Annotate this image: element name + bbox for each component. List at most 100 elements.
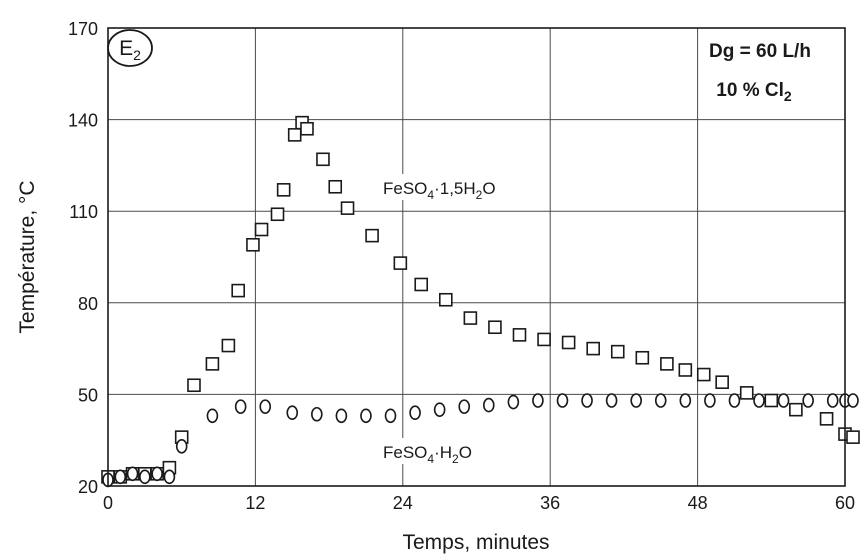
y-tick-label: 80 [78,294,98,314]
condition-chlorine-main: 10 % Cl [716,80,784,101]
data-point-monohydrate [556,393,569,408]
data-point-sesquihydrate [254,222,269,237]
data-point-monohydrate [605,393,618,408]
x-tick-label: 24 [393,493,413,513]
data-point-monohydrate [826,393,839,408]
y-tick-label: 50 [78,385,98,405]
data-point-sesquihydrate [696,367,711,382]
data-point-monohydrate [753,393,765,408]
data-point-sesquihydrate [715,375,729,389]
data-point-sesquihydrate [586,341,600,356]
x-tick-label: 36 [540,493,560,513]
data-point-sesquihydrate [231,283,246,298]
data-point-monohydrate [139,469,151,485]
series-label-text: FeSO4·1,5H2O [383,179,496,202]
panel-label-text: E2 [119,37,141,63]
series-label-text: FeSO4·H2O [383,443,472,466]
data-point-sesquihydrate [488,320,502,335]
series-label-sesquihydrate: FeSO4·1,5H2O [376,174,526,202]
data-point-sesquihydrate [287,128,302,142]
data-point-sesquihydrate [739,386,754,400]
x-tick-label: 48 [688,493,708,513]
data-point-sesquihydrate [246,237,260,252]
data-point-sesquihydrate [463,311,478,325]
data-point-monohydrate [482,397,495,413]
data-point-sesquihydrate [512,328,527,342]
data-point-monohydrate [581,393,593,408]
panel-label-circle [107,29,153,67]
panel-label-sub: 2 [133,47,141,63]
data-point-monohydrate [175,439,188,454]
data-point-monohydrate [507,394,520,410]
data-point-sesquihydrate [205,357,220,371]
data-point-sesquihydrate [789,402,803,417]
condition-chlorine: 10 % Cl2 [716,80,792,104]
data-point-sesquihydrate [846,430,860,444]
x-tick-label: 60 [835,493,855,513]
data-point-monohydrate [679,393,692,408]
panel-label-main: E [119,37,133,60]
data-point-sesquihydrate [316,152,330,167]
panel-label-badge: E2 [107,29,153,67]
series-label-monohydrate: FeSO4·H2O [376,438,502,466]
grid-layer [108,28,845,486]
data-point-sesquihydrate [764,393,779,408]
data-point-sesquihydrate [678,363,693,377]
data-point-monohydrate [311,406,323,422]
data-point-monohydrate [384,408,397,424]
data-point-monohydrate [777,393,790,408]
data-point-monohydrate [335,408,348,424]
data-point-monohydrate [234,399,247,414]
data-point-monohydrate [630,393,642,408]
data-point-monohydrate [114,469,127,485]
data-point-monohydrate [532,393,544,408]
condition-flow-rate: Dg = 60 L/h [709,41,811,62]
data-point-monohydrate [259,399,272,414]
y-tick-label: 20 [78,477,98,497]
data-point-monohydrate [206,408,219,424]
data-point-monohydrate [704,393,716,408]
data-point-sesquihydrate [340,201,355,215]
data-point-monohydrate [654,393,667,408]
data-point-sesquihydrate [660,357,674,371]
data-point-sesquihydrate [537,332,551,347]
data-point-monohydrate [409,405,421,421]
data-point-monohydrate [163,469,176,485]
data-point-sesquihydrate [221,338,236,353]
tick-labels: 0 12 24 36 48 60 20 50 80 110 140 170 [68,19,855,513]
data-point-monohydrate [286,405,299,421]
y-tick-label: 170 [68,19,98,39]
x-tick-label: 0 [103,493,113,513]
data-point-sesquihydrate [414,277,429,292]
series-label-bg [376,438,502,464]
data-point-sesquihydrate [365,228,379,243]
data-point-sesquihydrate [635,350,650,365]
data-point-sesquihydrate [819,412,834,426]
data-point-sesquihydrate [610,344,625,359]
x-axis-title: Temps, minutes [402,531,549,554]
data-point-sesquihydrate [270,207,285,222]
x-tick-label: 12 [245,493,265,513]
data-point-sesquihydrate [187,378,201,393]
data-point-monohydrate [151,466,163,482]
data-point-monohydrate [458,399,471,414]
data-point-sesquihydrate [393,256,408,270]
y-tick-label: 140 [68,111,98,131]
series-label-bg [376,174,526,200]
data-point-monohydrate [802,393,814,408]
data-point-monohydrate [360,408,372,424]
plot-frame [107,27,846,487]
condition-chlorine-sub: 2 [784,88,792,104]
data-point-sesquihydrate [276,183,291,197]
data-point-sesquihydrate [328,179,343,194]
y-tick-label: 110 [69,202,98,222]
data-point-monohydrate [433,402,446,417]
data-point-sesquihydrate [438,292,453,307]
data-point-monohydrate [728,393,741,408]
y-axis-title: Température, °C [16,180,39,333]
data-point-sesquihydrate [300,121,314,136]
data-point-monohydrate [847,393,859,408]
data-point-sesquihydrate [561,335,576,350]
data-point-monohydrate [126,466,139,482]
